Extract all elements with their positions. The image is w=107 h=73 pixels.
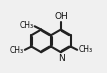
Text: N: N bbox=[58, 54, 64, 63]
Text: CH₃: CH₃ bbox=[79, 45, 93, 54]
Text: CH₃: CH₃ bbox=[10, 46, 24, 55]
Text: OH: OH bbox=[54, 12, 68, 21]
Text: CH₃: CH₃ bbox=[20, 21, 34, 30]
